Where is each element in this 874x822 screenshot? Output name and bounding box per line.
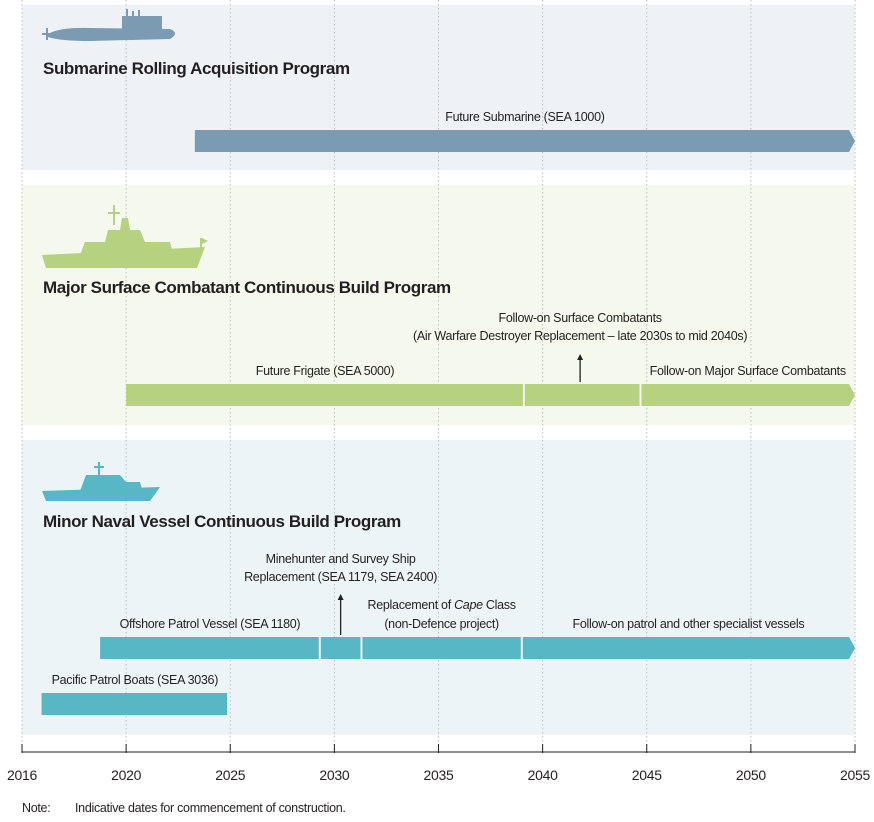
segment-label-part: Replacement of <box>368 598 455 612</box>
segment-label: Offshore Patrol Vessel (SEA 1180) <box>120 617 301 631</box>
segment-label: Follow-on Major Surface Combatants <box>650 364 846 378</box>
note: Indicative dates for commencement of con… <box>75 801 346 815</box>
x-tick-label: 2055 <box>840 767 870 783</box>
segment-label: Future Frigate (SEA 5000) <box>256 364 395 378</box>
bar-segment <box>100 637 319 659</box>
bar-segment <box>195 130 855 152</box>
annotation-text: Replacement (SEA 1179, SEA 2400) <box>244 570 437 584</box>
x-tick-label: 2040 <box>528 767 558 783</box>
section-title: Minor Naval Vessel Continuous Build Prog… <box>43 512 401 531</box>
annotation-text: Follow-on Surface Combatants <box>499 311 662 325</box>
x-tick-label: 2035 <box>424 767 454 783</box>
x-tick-label: 2030 <box>319 767 349 783</box>
bar-segment <box>321 637 361 659</box>
x-tick-label: 2050 <box>736 767 766 783</box>
note-label: Note: <box>22 801 50 815</box>
x-tick-label: 2045 <box>632 767 662 783</box>
segment-label: (non-Defence project) <box>384 617 499 631</box>
bar-segment <box>42 693 228 715</box>
chart: Submarine Rolling Acquisition Program Fut… <box>0 0 874 822</box>
bar-segment <box>362 637 520 659</box>
x-tick-label: 2016 <box>7 767 37 783</box>
segment-label: Pacific Patrol Boats (SEA 3036) <box>52 673 219 687</box>
x-tick-label: 2020 <box>111 767 141 783</box>
section-title: Major Surface Combatant Continuous Build… <box>43 278 451 297</box>
segment-label-part: Cape <box>454 598 483 612</box>
segment-label: Future Submarine (SEA 1000) <box>445 110 604 124</box>
section-title: Submarine Rolling Acquisition Program <box>43 59 350 78</box>
segment-label: Follow-on patrol and other specialist ve… <box>573 617 805 631</box>
bar-segment <box>523 637 855 659</box>
x-tick-label: 2025 <box>215 767 245 783</box>
annotation-text: Minehunter and Survey Ship <box>266 552 416 566</box>
bar-segment <box>126 384 523 406</box>
annotation-text: (Air Warfare Destroyer Replacement – lat… <box>413 329 747 343</box>
bar-segment <box>642 384 855 406</box>
bar-segment <box>525 384 640 406</box>
segment-label-part: Class <box>483 598 516 612</box>
segment-label: Replacement of Cape Class <box>368 598 516 612</box>
